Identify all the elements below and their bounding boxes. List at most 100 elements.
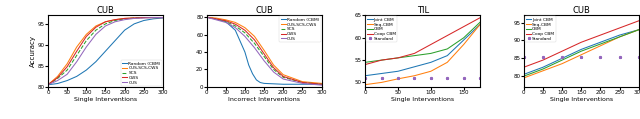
- SCS: [212, 18, 220, 20]
- Random (CBM): [298, 84, 306, 85]
- Seq-CBM: [539, 70, 547, 72]
- Random (CBM): [257, 82, 264, 83]
- SCS: [140, 17, 148, 18]
- Line: CBM: CBM: [524, 30, 639, 76]
- CBM: [460, 37, 468, 39]
- CUS,SCS,CWS: [159, 17, 167, 18]
- CWS: [298, 82, 306, 83]
- SCS: [92, 30, 100, 31]
- CBM: [520, 75, 527, 77]
- CUS: [102, 25, 109, 27]
- Seq-CBM: [635, 29, 640, 30]
- Seq-CBM: [378, 82, 385, 83]
- Seq-CBM: [577, 54, 585, 55]
- Coop CBM: [362, 64, 369, 65]
- SCS: [73, 55, 81, 56]
- CWS: [73, 50, 81, 52]
- Standard: [444, 77, 451, 79]
- CWS: [111, 19, 119, 20]
- Line: Random (CBM): Random (CBM): [207, 17, 321, 84]
- CUS,SCS,CWS: [131, 17, 138, 19]
- X-axis label: Incorrect Interventions: Incorrect Interventions: [228, 97, 300, 102]
- Standard: [577, 56, 585, 57]
- Joint CBM: [411, 66, 419, 67]
- SCS: [298, 82, 306, 83]
- CUS: [54, 80, 61, 81]
- CUS,SCS,CWS: [150, 17, 157, 18]
- CUS: [270, 71, 278, 73]
- SCS: [150, 17, 157, 18]
- Seq-CBM: [460, 44, 468, 45]
- Random (CBM): [245, 64, 253, 66]
- SCS: [83, 40, 90, 41]
- CBM: [539, 68, 547, 70]
- Seq-CBM: [616, 36, 623, 38]
- CUS,SCS,CWS: [251, 36, 259, 37]
- Line: CUS,SCS,CWS: CUS,SCS,CWS: [48, 18, 163, 85]
- CUS,SCS,CWS: [203, 17, 211, 18]
- Standard: [460, 77, 468, 79]
- Random (CBM): [280, 84, 287, 85]
- X-axis label: Single Interventions: Single Interventions: [550, 97, 613, 102]
- SCS: [63, 69, 71, 71]
- CUS,SCS,CWS: [260, 50, 268, 51]
- SCS: [102, 23, 109, 25]
- CBM: [362, 62, 369, 63]
- Coop CBM: [596, 34, 604, 36]
- Random (CBM): [44, 84, 52, 85]
- Standard: [635, 56, 640, 57]
- Title: TIL: TIL: [417, 6, 429, 15]
- CWS: [83, 36, 90, 37]
- Line: Coop CBM: Coop CBM: [365, 18, 480, 64]
- CUS: [131, 18, 138, 19]
- Random (CBM): [63, 80, 71, 81]
- Seq-CBM: [411, 75, 419, 76]
- CWS: [251, 39, 259, 41]
- Standard: [476, 77, 484, 79]
- CUS: [63, 74, 71, 75]
- Coop CBM: [460, 26, 468, 27]
- Standard: [520, 56, 527, 57]
- CUS: [203, 17, 211, 18]
- Standard: [378, 77, 385, 79]
- Seq-CBM: [476, 24, 484, 25]
- CBM: [411, 55, 419, 56]
- Legend: Joint CBM, Seq-CBM, CBM, Coop CBM, Standard: Joint CBM, Seq-CBM, CBM, Coop CBM, Stand…: [525, 16, 556, 42]
- CBM: [577, 50, 585, 52]
- CUS: [73, 61, 81, 62]
- CBM: [596, 43, 604, 45]
- Line: Seq-CBM: Seq-CBM: [524, 30, 639, 78]
- Joint CBM: [476, 24, 484, 25]
- Random (CBM): [222, 21, 230, 22]
- Title: CUB: CUB: [572, 6, 590, 15]
- SCS: [203, 17, 211, 18]
- CUS,SCS,CWS: [140, 17, 148, 18]
- Random (CBM): [253, 79, 260, 81]
- CBM: [394, 57, 402, 59]
- Line: CWS: CWS: [207, 17, 321, 84]
- CUS: [212, 19, 220, 21]
- CUS: [298, 83, 306, 84]
- SCS: [260, 56, 268, 57]
- Random (CBM): [159, 17, 167, 19]
- SCS: [131, 17, 138, 19]
- Random (CBM): [203, 17, 211, 18]
- Random (CBM): [140, 20, 148, 21]
- CUS: [150, 17, 157, 18]
- CBM: [616, 36, 623, 38]
- Standard: [616, 56, 623, 57]
- Line: SCS: SCS: [48, 18, 163, 85]
- Coop CBM: [577, 42, 585, 43]
- CUS: [232, 27, 239, 28]
- CUS,SCS,CWS: [121, 18, 129, 19]
- X-axis label: Single Interventions: Single Interventions: [391, 97, 454, 102]
- Standard: [362, 77, 369, 79]
- CUS,SCS,CWS: [298, 81, 306, 82]
- Line: CUS: CUS: [48, 18, 163, 85]
- Joint CBM: [558, 58, 566, 59]
- Random (CBM): [73, 76, 81, 77]
- Joint CBM: [427, 62, 435, 63]
- SCS: [280, 77, 287, 78]
- Line: Random (CBM): Random (CBM): [48, 18, 163, 85]
- Random (CBM): [150, 18, 157, 20]
